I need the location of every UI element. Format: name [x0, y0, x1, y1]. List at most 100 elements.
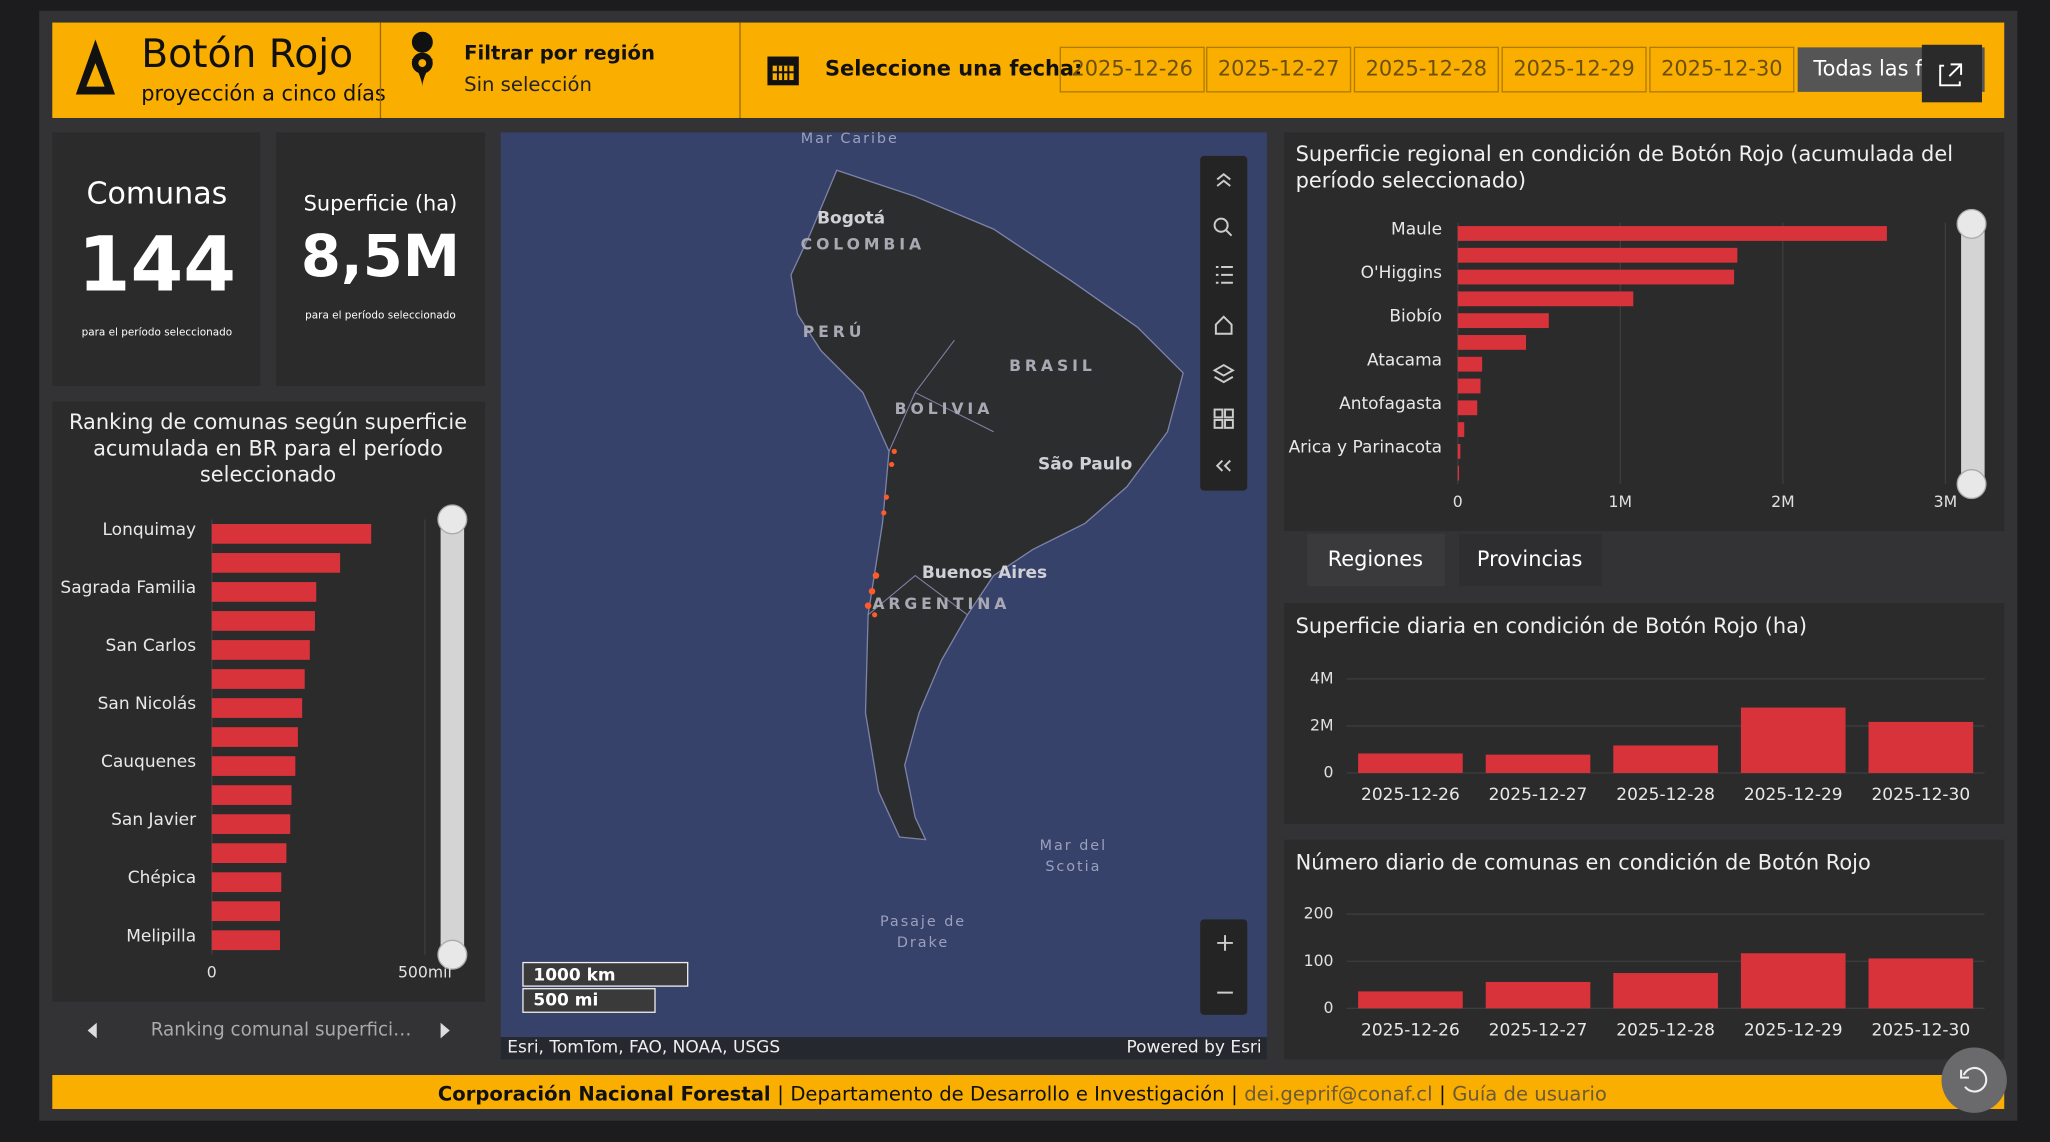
tab[interactable] [1459, 533, 1602, 587]
date-button[interactable] [1059, 46, 1205, 93]
y-tick-label: 4M [1310, 668, 1334, 687]
map-label: BOLIVIA [895, 399, 994, 418]
refresh-button[interactable] [1941, 1047, 2007, 1113]
date-button[interactable] [1206, 46, 1352, 93]
header-bar [52, 22, 2005, 118]
calendar-icon [772, 65, 794, 81]
bar [211, 901, 280, 922]
kpi-panel [52, 132, 261, 387]
kpi-title: Superficie (ha) [304, 191, 458, 215]
bar [1457, 313, 1549, 329]
date-buttons: 2025-12-26 2025-12-27 2025-12-28 2025-12-29… [1059, 46, 1795, 93]
bar [1457, 465, 1460, 481]
chart-title-box: Ranking de comunas según superficie acum… [68, 409, 468, 487]
footer-separator: | [1231, 1082, 1238, 1105]
fire-points [864, 448, 897, 618]
date-label: 2025-12-27 [1218, 57, 1339, 81]
toolbar-icons[interactable] [1212, 172, 1235, 472]
x-tick-label: 1M [1609, 492, 1633, 511]
y-tick-label: 2M [1310, 715, 1334, 734]
range-slider[interactable] [1961, 213, 1985, 492]
x-tick-label: 2025-12-27 [1489, 785, 1588, 805]
y-tick-label: Maule [1391, 220, 1442, 240]
x-tick-label: 2025-12-27 [1489, 1021, 1588, 1041]
chart-title-box: Número diario de comunas en condición de… [1296, 850, 1871, 875]
powered-by: Powered by Esri [1127, 1038, 1262, 1058]
tab-active[interactable] [1307, 533, 1445, 587]
bar [1358, 991, 1463, 1009]
bar [1457, 291, 1634, 307]
kpi-note: para el período seleccionado [82, 326, 233, 338]
chart-title: Ranking de comunas según superficie acum… [68, 409, 468, 487]
attribution: Esri, TomTom, FAO, NOAA, USGS [507, 1038, 780, 1058]
pin-icon-hole [418, 59, 427, 67]
bar [211, 843, 287, 864]
footer-link: Departamento de Desarrollo e Investigaci… [790, 1082, 1224, 1105]
attribution-bar [500, 1037, 1267, 1060]
x-tick-label: 2025-12-28 [1616, 1021, 1715, 1041]
y-tick-label: Arica y Parinacota [1289, 437, 1442, 457]
y-tick-label: 0 [1324, 762, 1334, 781]
footer-link[interactable]: Guía de usuario [1452, 1082, 1607, 1105]
map-label: BRASIL [1009, 356, 1096, 375]
borders [867, 339, 994, 616]
x-tick-label: 3M [1934, 492, 1958, 511]
chart-title: Superficie regional en condición de Botó… [1295, 141, 1954, 193]
range-slider[interactable] [440, 507, 465, 959]
y-tick-label: Atacama [1367, 350, 1442, 370]
bar [1457, 378, 1481, 394]
map-label: ARGENTINA [872, 594, 1010, 613]
chart-panel [1283, 132, 2005, 532]
date-label: 2025-12-29 [1513, 57, 1634, 81]
chart-title: Superficie diaria en condición de Botón … [1295, 613, 1808, 639]
slider-handle[interactable] [1956, 469, 1987, 500]
carousel-prev[interactable] [87, 1022, 97, 1039]
footer-separator: | [777, 1082, 784, 1105]
bar [211, 640, 310, 660]
y-tick-label: Antofagasta [1339, 394, 1442, 414]
x-tick-label: 2025-12-30 [1871, 785, 1970, 805]
slider-handle[interactable] [437, 939, 468, 970]
map-toolbar [1200, 155, 1248, 491]
bar [211, 814, 291, 834]
date-label: Seleccione una fecha: [825, 57, 1082, 81]
x-tick-label: 2025-12-29 [1744, 785, 1843, 805]
bar [211, 582, 317, 602]
bar [1358, 753, 1463, 773]
footer-link[interactable]: dei.geprif@conaf.cl [1244, 1082, 1432, 1105]
bar [1457, 422, 1465, 437]
x-tick-label: 500mil [398, 963, 452, 982]
x-tick-label: 2025-12-26 [1361, 1021, 1460, 1041]
slider-handle[interactable] [1956, 208, 1987, 239]
bar [1740, 953, 1846, 1009]
bar [211, 524, 372, 544]
scale-bar [522, 961, 689, 987]
date-button[interactable] [1649, 46, 1795, 93]
map-labels: Mar Caribe Bogotá COLOMBIA PERÚ BRASIL BOLIVI… [801, 131, 1133, 951]
bar [1613, 973, 1718, 1009]
refresh-icon [1960, 1066, 1988, 1093]
bar [1457, 443, 1461, 459]
kpi-title: Comunas [86, 177, 227, 212]
bar [1457, 226, 1887, 241]
tab-label: Regiones [1328, 547, 1423, 571]
footer: Corporación Nacional Forestal | Departamen… [438, 1082, 1607, 1105]
x-tick-label: 0 [207, 963, 217, 982]
logo-flame [86, 63, 105, 87]
date-button[interactable] [1353, 46, 1499, 93]
app-title: Botón Rojo [141, 32, 353, 77]
filter-value[interactable]: Sin selección [464, 73, 592, 96]
x-tick-label: 2025-12-30 [1871, 1021, 1970, 1041]
carousel-next[interactable] [440, 1022, 450, 1039]
zoom-buttons[interactable] [1217, 935, 1233, 994]
y-tick-label: Cauquenes [101, 752, 196, 772]
x-tick-label: 0 [1453, 492, 1463, 511]
continent [790, 169, 1184, 841]
map-label: PERÚ [803, 322, 866, 341]
date-button[interactable] [1501, 46, 1647, 93]
bar [211, 930, 280, 951]
y-tick-label: 200 [1304, 904, 1334, 923]
slider-handle[interactable] [437, 504, 468, 535]
kpi-value: 8,5M [301, 223, 460, 290]
x-tick-label: 2M [1771, 492, 1795, 511]
